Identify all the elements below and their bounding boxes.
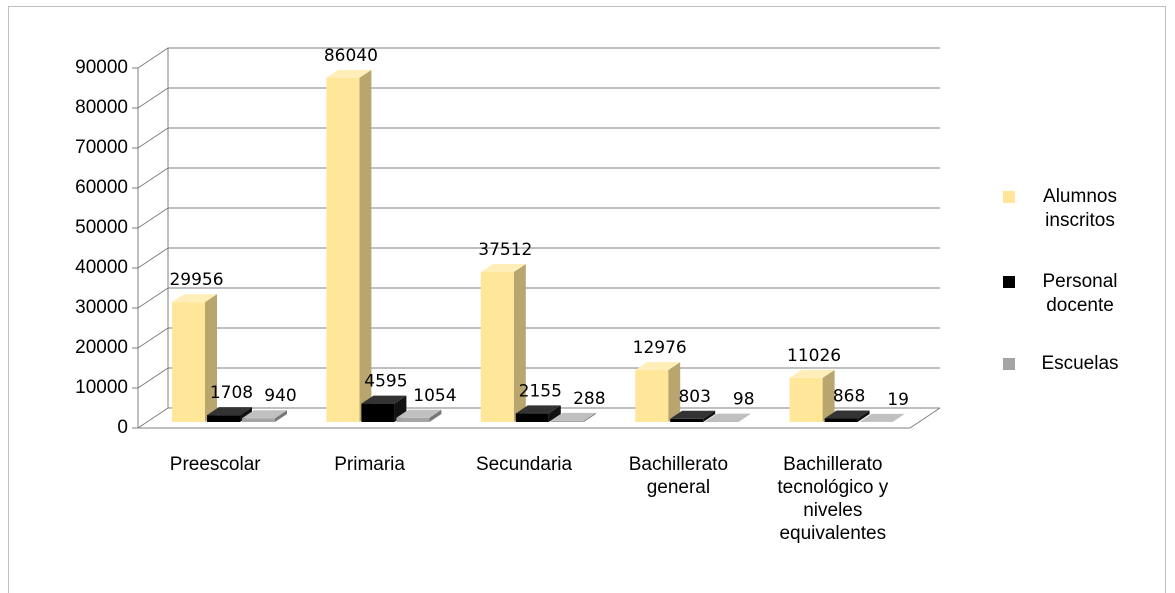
x-tick-label: Secundaria <box>475 454 573 475</box>
bar-side <box>275 410 287 422</box>
bar-top <box>396 409 442 418</box>
y-tick-label: 0 <box>117 417 128 438</box>
legend-label: Personal docente <box>1042 271 1118 316</box>
bar-side <box>583 412 596 422</box>
bar-top <box>515 405 561 414</box>
bar-top <box>824 410 870 419</box>
bar-top <box>859 413 905 422</box>
y-tick-label: 50000 <box>75 217 128 238</box>
bar <box>550 420 584 422</box>
data-label: 1054 <box>413 386 456 406</box>
bar-top <box>789 369 835 378</box>
y-tick-label: 30000 <box>75 297 128 318</box>
bar-side <box>548 405 561 422</box>
grid-line <box>137 47 940 69</box>
bar-top <box>242 410 287 419</box>
x-tick-label: Preescolar <box>169 454 261 475</box>
data-label: 1708 <box>210 383 253 403</box>
bar-top <box>705 413 751 422</box>
bar-top <box>635 362 681 371</box>
bar-side <box>429 409 442 422</box>
grid-line <box>137 287 940 309</box>
bar <box>670 418 704 422</box>
y-tick-label: 20000 <box>75 337 128 358</box>
bar-side <box>359 69 372 422</box>
bar <box>635 370 669 422</box>
bar <box>207 415 240 422</box>
bar-top <box>670 410 716 419</box>
legend-item: Alumnos inscritos <box>1003 185 1143 233</box>
y-tick-label: 70000 <box>75 137 128 158</box>
bar <box>824 418 858 422</box>
bar-top <box>172 294 217 303</box>
data-label: 868 <box>833 387 865 407</box>
y-tick-label: 80000 <box>75 97 128 118</box>
grid-line <box>137 407 940 429</box>
data-label: 803 <box>678 387 710 407</box>
grid-line <box>137 127 940 149</box>
data-label: 19 <box>887 390 909 410</box>
data-label: 4595 <box>364 372 407 392</box>
data-label: 86040 <box>324 46 378 66</box>
legend-swatch <box>1003 276 1015 288</box>
floor <box>138 407 941 429</box>
x-tick-label: Bachillerato tecnológico y niveles equiv… <box>777 454 889 544</box>
data-label: 940 <box>264 386 296 406</box>
bar-top <box>480 263 526 272</box>
bar <box>789 377 823 422</box>
legend-swatch <box>1003 358 1015 370</box>
grid-line <box>137 367 940 389</box>
bar-side <box>738 413 751 422</box>
bar-side <box>513 263 526 422</box>
legend-label: Escuelas <box>1041 353 1119 374</box>
bar <box>172 302 205 422</box>
y-tick-label: 90000 <box>75 57 128 78</box>
x-tick-label: Primaria <box>334 454 405 475</box>
legend-swatch <box>1003 191 1015 203</box>
legend-item: Escuelas <box>1003 352 1143 376</box>
bar-side <box>703 410 716 422</box>
bar <box>242 418 275 422</box>
bar-side <box>822 369 835 422</box>
bar <box>326 77 360 422</box>
x-tick-label: Bachillerato general <box>628 454 729 498</box>
y-tick-label: 10000 <box>75 377 128 398</box>
data-label: 37512 <box>478 240 532 260</box>
legend-label: Alumnos inscritos <box>1043 186 1117 231</box>
grid-line <box>137 327 940 349</box>
bar-side <box>892 413 905 422</box>
data-label: 12976 <box>633 338 687 358</box>
grid-line <box>137 87 940 109</box>
grid-line <box>137 207 940 229</box>
bar-top <box>361 395 407 404</box>
bar-side <box>205 294 217 422</box>
bar-top <box>207 407 252 416</box>
bar-side <box>857 410 870 422</box>
bar <box>361 403 395 422</box>
bar-side <box>668 362 681 422</box>
bar <box>480 271 514 422</box>
grid-line <box>137 167 940 189</box>
y-tick-label: 60000 <box>75 177 128 198</box>
data-label: 98 <box>733 390 755 410</box>
legend-item: Personal docente <box>1003 270 1143 318</box>
bar-top <box>326 69 372 78</box>
chart-frame <box>8 6 1166 593</box>
y-tick-label: 40000 <box>75 257 128 278</box>
bar-top <box>550 412 596 421</box>
bar <box>515 413 549 422</box>
data-label: 288 <box>573 389 605 409</box>
data-label: 11026 <box>787 346 841 366</box>
data-label: 29956 <box>169 270 223 290</box>
data-label: 2155 <box>519 381 562 401</box>
grid-line <box>137 247 940 269</box>
bar <box>396 417 430 422</box>
